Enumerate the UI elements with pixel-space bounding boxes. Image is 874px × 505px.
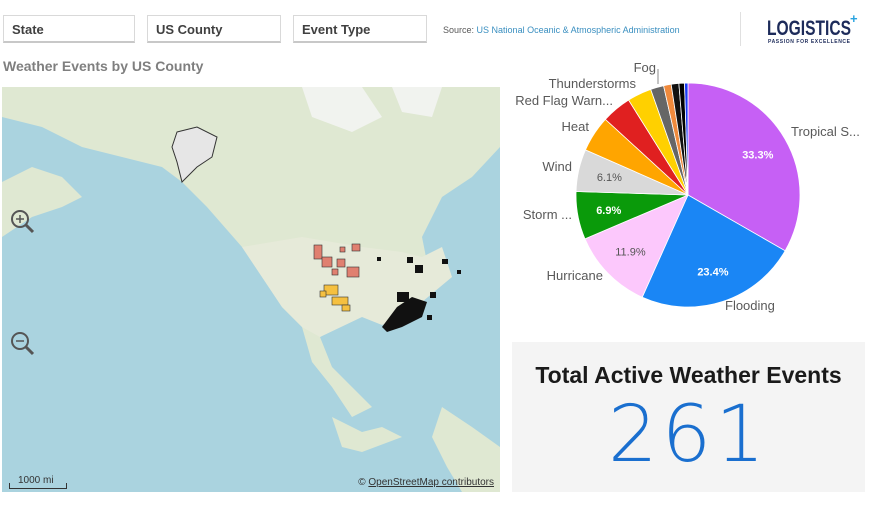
pie-category-label: Storm ... [523, 207, 572, 222]
pie-data-label: 6.9% [596, 205, 621, 217]
kpi-value: 261 [608, 390, 769, 480]
event-type-pie-chart[interactable]: 33.3% Tropical S... 23.4% Flooding 11.9% Hurr… [505, 55, 874, 325]
svg-text:PASSION FOR EXCELLENCE: PASSION FOR EXCELLENCE [768, 39, 851, 45]
weather-map[interactable]: 1000 mi © OpenStreetMap contributors [2, 87, 500, 492]
pie-slice[interactable] [687, 82, 801, 252]
zoom-out-button[interactable] [8, 329, 36, 357]
event-type-filter[interactable]: Event Type [293, 15, 427, 43]
pie-slice[interactable] [641, 194, 786, 308]
pie-category-label: Tropical S... [791, 124, 860, 139]
zoom-in-button[interactable] [8, 207, 36, 235]
source-prefix: Source: [443, 25, 475, 35]
pie-category-label: Fog [634, 60, 656, 75]
pie-data-label: 11.9% [615, 246, 646, 258]
pie-slice[interactable] [584, 194, 689, 298]
source-link[interactable]: US National Oceanic & Atmospheric Admini… [476, 25, 680, 35]
pie-category-label: Red Flag Warn... [515, 93, 613, 108]
kpi-title: Total Active Weather Events [535, 362, 842, 388]
zoom-in-icon [11, 210, 35, 234]
pie-category-label: Flooding [725, 298, 775, 313]
svg-text:LOGISTICS: LOGISTICS [767, 17, 851, 40]
logistics-logo: LOGISTICS + PASSION FOR EXCELLENCE [740, 11, 865, 46]
pie-category-label: Heat [562, 119, 590, 134]
pie-data-label: 33.3% [742, 150, 773, 162]
state-filter[interactable]: State [3, 15, 135, 43]
map-title: Weather Events by US County [3, 58, 204, 74]
osm-link[interactable]: OpenStreetMap contributors [368, 477, 494, 488]
source-note: Source: US National Oceanic & Atmospheri… [443, 25, 680, 35]
pie-category-label: Wind [542, 159, 572, 174]
pie-data-label: 23.4% [697, 267, 728, 279]
total-events-kpi: Total Active Weather Events 261 [512, 342, 865, 492]
map-scale: 1000 mi [9, 475, 67, 489]
pie-category-label: Hurricane [547, 268, 603, 283]
zoom-out-icon [11, 332, 35, 356]
us-county-filter[interactable]: US County [147, 15, 281, 43]
pie-data-label: 6.1% [597, 172, 622, 184]
map-attribution: © OpenStreetMap contributors [358, 477, 494, 488]
pie-slice[interactable] [684, 82, 689, 196]
pie-category-label: Thunderstorms [549, 76, 637, 91]
svg-text:+: + [850, 12, 858, 26]
